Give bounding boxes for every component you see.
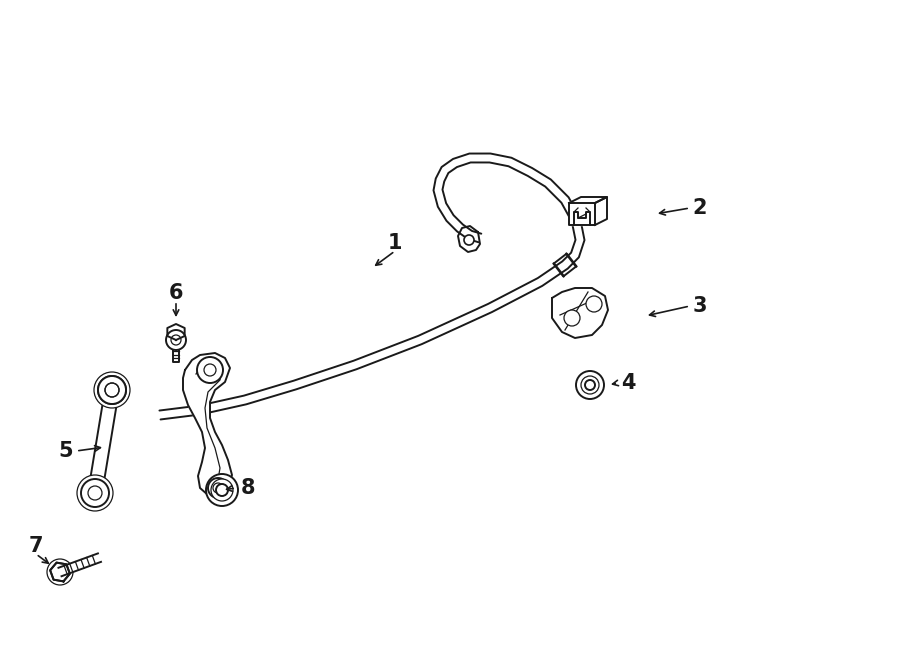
Polygon shape (88, 389, 119, 494)
Circle shape (81, 479, 109, 507)
Circle shape (576, 371, 604, 399)
Circle shape (47, 559, 73, 585)
Circle shape (211, 479, 233, 501)
Polygon shape (569, 203, 595, 225)
Text: 6: 6 (169, 283, 184, 303)
Polygon shape (58, 553, 101, 576)
Circle shape (564, 310, 580, 326)
Polygon shape (569, 197, 607, 203)
Text: 2: 2 (693, 198, 707, 218)
Circle shape (197, 357, 223, 383)
Circle shape (581, 376, 599, 394)
Polygon shape (173, 340, 179, 362)
Circle shape (166, 330, 186, 350)
Text: 1: 1 (388, 233, 402, 253)
Text: 7: 7 (29, 536, 43, 556)
Polygon shape (167, 324, 184, 340)
Text: 4: 4 (621, 373, 635, 393)
Circle shape (216, 484, 228, 496)
Circle shape (77, 475, 113, 511)
Polygon shape (50, 563, 70, 582)
Circle shape (98, 376, 126, 404)
Polygon shape (595, 197, 607, 225)
Circle shape (206, 474, 238, 506)
Polygon shape (50, 563, 70, 582)
Circle shape (94, 372, 130, 408)
Text: 3: 3 (693, 296, 707, 316)
Text: 8: 8 (241, 478, 256, 498)
Text: 5: 5 (58, 441, 73, 461)
Polygon shape (552, 288, 608, 338)
Polygon shape (183, 353, 232, 495)
Circle shape (208, 478, 228, 498)
Circle shape (464, 235, 474, 245)
Circle shape (586, 296, 602, 312)
